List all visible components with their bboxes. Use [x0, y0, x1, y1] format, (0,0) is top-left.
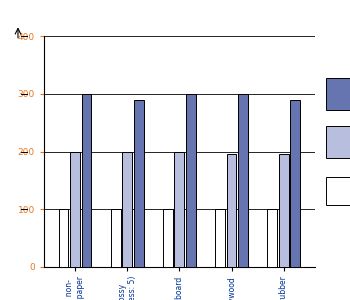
Bar: [134, 100, 143, 267]
Bar: [290, 100, 300, 267]
Bar: [59, 209, 69, 267]
Bar: [111, 209, 121, 267]
Bar: [70, 152, 80, 267]
Bar: [82, 94, 91, 267]
Bar: [175, 152, 184, 267]
Bar: [122, 152, 132, 267]
Bar: [227, 154, 236, 267]
Bar: [267, 209, 277, 267]
Bar: [186, 94, 196, 267]
Bar: [326, 177, 350, 205]
Bar: [279, 154, 289, 267]
Bar: [215, 209, 225, 267]
Bar: [163, 209, 173, 267]
Bar: [326, 78, 350, 110]
Bar: [238, 94, 248, 267]
Bar: [326, 126, 350, 158]
